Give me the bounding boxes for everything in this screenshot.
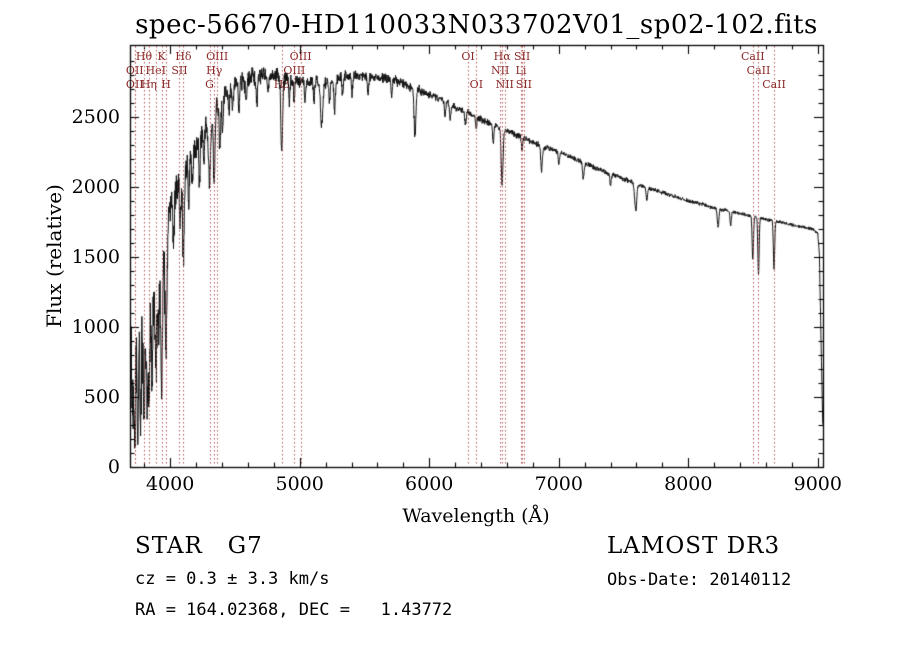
spectrum-figure: HθKHδOIIIOIIIOIHαSIICaIIOIIHeISIIHγOIIIN… xyxy=(0,0,900,649)
spectrum-plot-canvas xyxy=(0,0,900,649)
